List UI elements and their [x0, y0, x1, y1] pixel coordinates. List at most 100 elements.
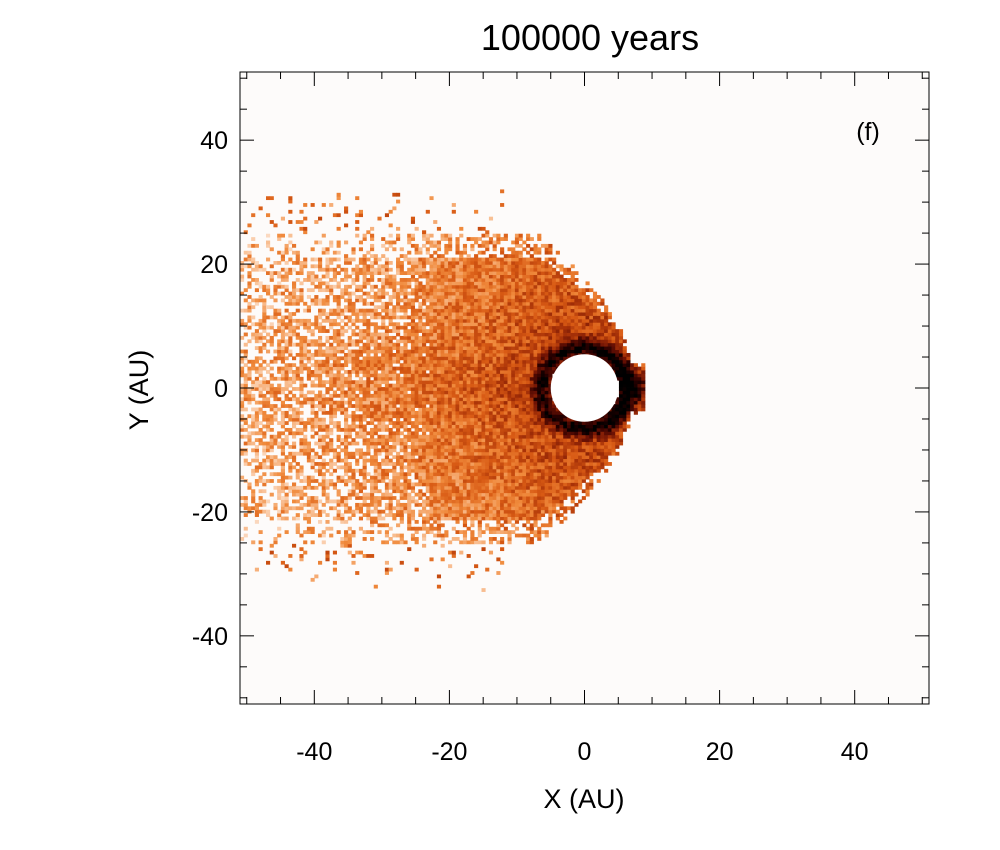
heatmap-cell	[384, 445, 390, 449]
heatmap-cell	[425, 209, 430, 214]
heatmap-cell	[377, 472, 382, 477]
heatmap-cell	[284, 356, 289, 361]
heatmap-cell	[258, 465, 263, 470]
heatmap-cell	[396, 410, 401, 415]
heatmap-cell	[488, 356, 494, 361]
heatmap-cell	[355, 434, 360, 439]
heatmap-cell	[477, 383, 482, 388]
heatmap-cell	[436, 240, 442, 245]
heatmap-cell	[474, 383, 479, 388]
heatmap-cell	[470, 291, 475, 296]
heatmap-cell	[277, 322, 282, 327]
heatmap-cell	[488, 281, 494, 286]
heatmap-cell	[433, 393, 438, 398]
heatmap-cell	[280, 376, 285, 381]
heatmap-cell	[366, 281, 371, 286]
heatmap-cell	[310, 271, 315, 276]
heatmap-cell	[511, 530, 516, 535]
heatmap-cell	[340, 537, 345, 541]
heatmap-cell	[336, 455, 341, 460]
heatmap-cell	[355, 233, 360, 238]
heatmap-cell	[388, 209, 393, 214]
heatmap-cell	[299, 502, 304, 507]
heatmap-cell	[254, 482, 259, 487]
heatmap-cell	[314, 278, 319, 282]
heatmap-cell	[429, 387, 434, 391]
heatmap-cell	[362, 441, 367, 446]
heatmap-cell	[436, 278, 442, 282]
heatmap-cell	[503, 370, 508, 374]
heatmap-cell	[273, 349, 278, 354]
heatmap-cell	[351, 492, 356, 497]
heatmap-cell	[451, 291, 456, 296]
heatmap-cell	[492, 383, 497, 388]
heatmap-cell	[436, 329, 442, 333]
heatmap-cell	[284, 475, 289, 480]
heatmap-cell	[388, 342, 393, 347]
heatmap-cell	[503, 390, 508, 395]
heatmap-cell	[292, 451, 297, 456]
heatmap-cell	[314, 410, 319, 415]
heatmap-cell	[336, 404, 341, 408]
heatmap-cell	[410, 298, 416, 303]
heatmap-cell	[299, 376, 304, 381]
heatmap-cell	[351, 530, 356, 535]
heatmap-cell	[459, 322, 464, 327]
heatmap-cell	[485, 312, 490, 316]
heatmap-cell	[477, 346, 482, 350]
heatmap-cell	[388, 295, 393, 299]
heatmap-cell	[388, 318, 393, 323]
heatmap-cell	[362, 424, 367, 429]
heatmap-cell	[392, 312, 397, 316]
heatmap-cell	[481, 540, 486, 545]
heatmap-cell	[514, 288, 520, 293]
heatmap-cell	[299, 366, 304, 371]
heatmap-cell	[277, 407, 282, 412]
heatmap-cell	[310, 356, 315, 361]
heatmap-cell	[392, 390, 397, 395]
heatmap-cell	[266, 465, 271, 470]
heatmap-cell	[355, 295, 360, 299]
heatmap-cell	[433, 448, 438, 453]
heatmap-cell	[429, 288, 434, 293]
heatmap-cell	[422, 359, 427, 364]
heatmap-cell	[496, 233, 501, 238]
heatmap-cell	[314, 479, 319, 483]
heatmap-cell	[277, 349, 282, 354]
heatmap-cell	[511, 523, 516, 528]
heatmap-cell	[384, 305, 390, 310]
heatmap-cell	[451, 526, 456, 531]
heatmap-cell	[258, 387, 263, 391]
heatmap-cell	[284, 383, 289, 388]
heatmap-cell	[492, 267, 497, 272]
heatmap-cell	[462, 339, 468, 344]
heatmap-cell	[321, 479, 326, 483]
heatmap-cell	[254, 387, 259, 391]
heatmap-cell	[362, 400, 367, 405]
heatmap-cell	[511, 455, 516, 460]
heatmap-cell	[370, 237, 375, 241]
heatmap-cell	[518, 438, 523, 442]
heatmap-cell	[455, 506, 460, 511]
heatmap-cell	[425, 400, 430, 405]
heatmap-cell	[500, 513, 505, 517]
heatmap-cell	[481, 281, 486, 286]
heatmap-cell	[329, 417, 334, 422]
heatmap-cell	[436, 441, 442, 446]
heatmap-cell	[503, 284, 508, 289]
heatmap-cell	[407, 458, 412, 463]
heatmap-cell	[462, 492, 468, 497]
heatmap-cell	[436, 281, 442, 286]
heatmap-cell	[373, 312, 378, 316]
heatmap-cell	[284, 366, 289, 371]
heatmap-cell	[448, 315, 453, 320]
heatmap-cell	[466, 458, 471, 463]
heatmap-cell	[514, 404, 520, 408]
heatmap-cell	[332, 363, 337, 368]
heatmap-cell	[507, 264, 512, 269]
heatmap-cell	[455, 492, 460, 497]
heatmap-cell	[474, 308, 479, 313]
heatmap-cell	[477, 414, 482, 419]
heatmap-cell	[451, 390, 456, 395]
heatmap-cell	[329, 400, 334, 405]
